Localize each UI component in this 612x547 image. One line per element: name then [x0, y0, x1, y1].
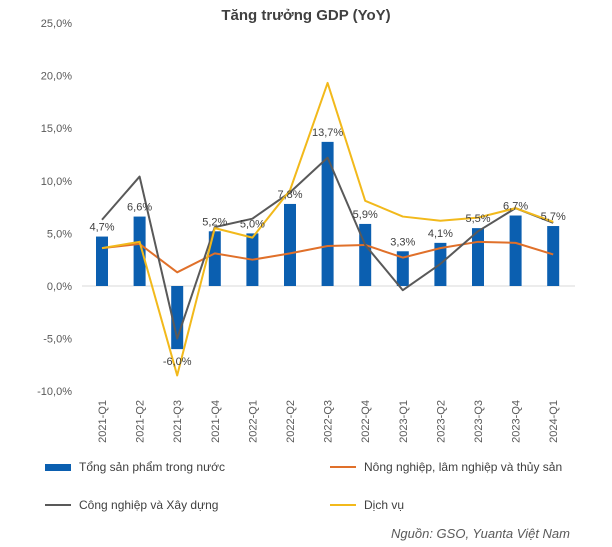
bar-2022-Q2 — [284, 203, 296, 286]
y-tick-label: 15,0% — [41, 123, 72, 135]
y-tick-label: 5,0% — [47, 228, 72, 240]
bar-2021-Q4 — [208, 231, 221, 286]
bar-2021-Q2 — [133, 216, 146, 286]
x-tick-label: 2021-Q3 — [172, 400, 184, 443]
bar-2021-Q1 — [96, 236, 108, 286]
data-label: 5,5% — [465, 213, 490, 225]
data-label: 5,7% — [541, 211, 566, 223]
x-tick-label: 2022-Q2 — [285, 400, 297, 443]
legend-label: Công nghiệp và Xây dựng — [79, 498, 219, 512]
source-note: Nguồn: GSO, Yuanta Việt Nam — [391, 526, 570, 541]
data-label: 4,7% — [89, 222, 114, 234]
x-tick-label: 2021-Q4 — [210, 400, 222, 443]
x-tick-label: 2021-Q1 — [97, 400, 109, 443]
x-tick-label: 2022-Q3 — [323, 400, 335, 443]
x-tick-label: 2023-Q4 — [511, 400, 523, 443]
legend-label: Tổng sản phẩm trong nước — [79, 460, 225, 474]
y-tick-label: -5,0% — [43, 334, 72, 346]
y-tick-label: 20,0% — [41, 71, 72, 83]
x-tick-label: 2023-Q1 — [398, 400, 410, 443]
data-label: 13,7% — [312, 127, 343, 139]
bar-2024-Q1 — [547, 226, 560, 286]
data-label: 7,8% — [277, 189, 302, 201]
bar-2021-Q3 — [171, 286, 184, 350]
x-tick-label: 2023-Q2 — [435, 400, 447, 443]
legend-label: Nông nghiệp, lâm nghiệp và thủy sản — [364, 460, 563, 474]
y-tick-label: 0,0% — [47, 281, 72, 293]
data-label: 6,7% — [503, 201, 528, 213]
data-label: 5,9% — [353, 209, 378, 221]
y-tick-label: 25,0% — [41, 18, 72, 30]
data-label: 5,0% — [240, 218, 265, 230]
bar-2023-Q4 — [509, 215, 522, 286]
legend-swatch — [330, 466, 356, 468]
data-label: 3,3% — [390, 236, 415, 248]
legend-item-gdp: Tổng sản phẩm trong nước — [45, 460, 225, 474]
x-tick-label: 2022-Q4 — [360, 400, 372, 443]
line-series-1 — [101, 240, 554, 274]
legend-item-agriculture: Nông nghiệp, lâm nghiệp và thủy sản — [330, 460, 562, 474]
data-label: 5,2% — [202, 216, 227, 228]
legend-item-industry: Công nghiệp và Xây dựng — [45, 498, 218, 512]
data-label: 4,1% — [428, 228, 453, 240]
bar-2023-Q3 — [472, 228, 484, 286]
chart-title: Tăng trưởng GDP (YoY) — [221, 7, 391, 24]
y-tick-label: 10,0% — [41, 176, 72, 188]
line-series-3 — [101, 81, 554, 377]
legend-swatch — [45, 504, 71, 506]
y-tick-label: -10,0% — [37, 386, 72, 398]
legend-swatch — [330, 504, 356, 506]
data-label: -6,0% — [163, 356, 192, 368]
x-tick-label: 2024-Q1 — [548, 400, 560, 443]
data-label: 6,6% — [127, 202, 152, 214]
legend-swatch — [45, 463, 71, 471]
x-tick-label: 2022-Q1 — [247, 400, 259, 443]
bar-2023-Q1 — [396, 251, 409, 286]
x-tick-label: 2021-Q2 — [135, 400, 147, 443]
bar-2022-Q3 — [321, 141, 334, 286]
legend-label: Dịch vụ — [364, 498, 405, 512]
x-tick-label: 2023-Q3 — [473, 400, 485, 443]
legend-item-services: Dịch vụ — [330, 498, 404, 512]
line-series-2 — [101, 156, 554, 340]
